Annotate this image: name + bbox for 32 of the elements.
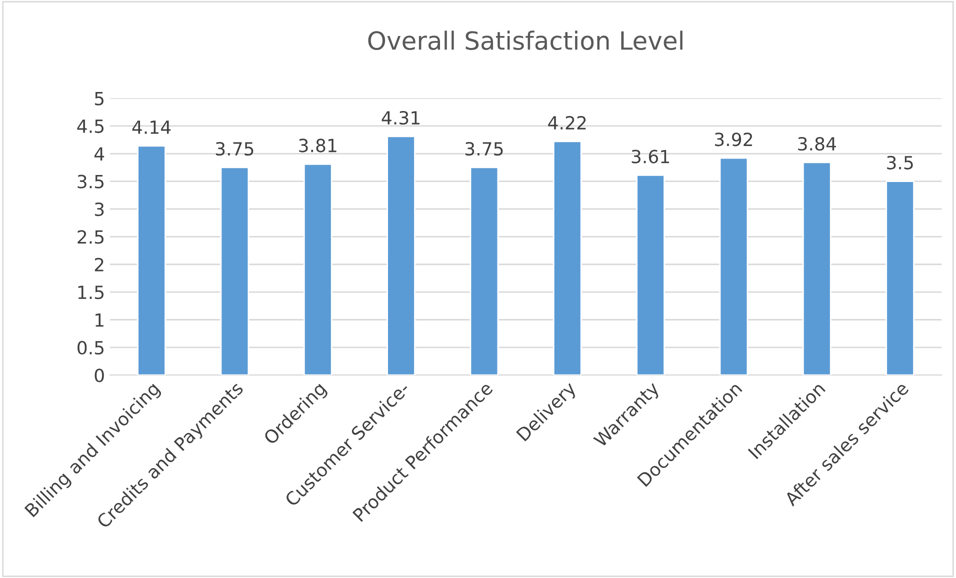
- y-tick-label: 0.5: [78, 340, 104, 355]
- y-tick-label: 4: [94, 147, 104, 160]
- y-tick-label: 1.5: [78, 286, 104, 300]
- bar: [137, 145, 166, 376]
- data-label: 4.22: [548, 116, 586, 130]
- data-label: 3.92: [715, 132, 752, 146]
- data-label: 4.14: [132, 120, 171, 134]
- y-tick-label: 2: [94, 258, 104, 272]
- y-tick-label: 3.5: [78, 174, 104, 188]
- y-tick-label: 5: [94, 92, 104, 106]
- data-label: 3.84: [798, 137, 836, 151]
- data-label: 3.5: [887, 156, 913, 170]
- data-label: 3.61: [632, 150, 669, 164]
- bar: [552, 140, 582, 376]
- data-label: 3.81: [299, 138, 336, 152]
- bar: [470, 166, 499, 376]
- bar: [802, 162, 832, 376]
- bar: [386, 136, 416, 376]
- y-tick-label: 3: [94, 202, 104, 216]
- y-tick-label: 2.5: [78, 230, 104, 244]
- chart-title: Overall Satisfaction Level: [368, 30, 682, 50]
- data-label: 3.75: [216, 142, 254, 156]
- bar: [636, 174, 665, 376]
- bar: [886, 180, 914, 376]
- bar: [719, 157, 748, 376]
- data-label: 4.31: [382, 110, 420, 125]
- bar: [220, 166, 250, 376]
- bar: [303, 163, 332, 376]
- y-tick-label: 4.5: [77, 120, 104, 134]
- y-tick-label: 0: [94, 368, 104, 382]
- y-tick-label: 1: [96, 313, 104, 327]
- data-label: 3.75: [465, 142, 503, 156]
